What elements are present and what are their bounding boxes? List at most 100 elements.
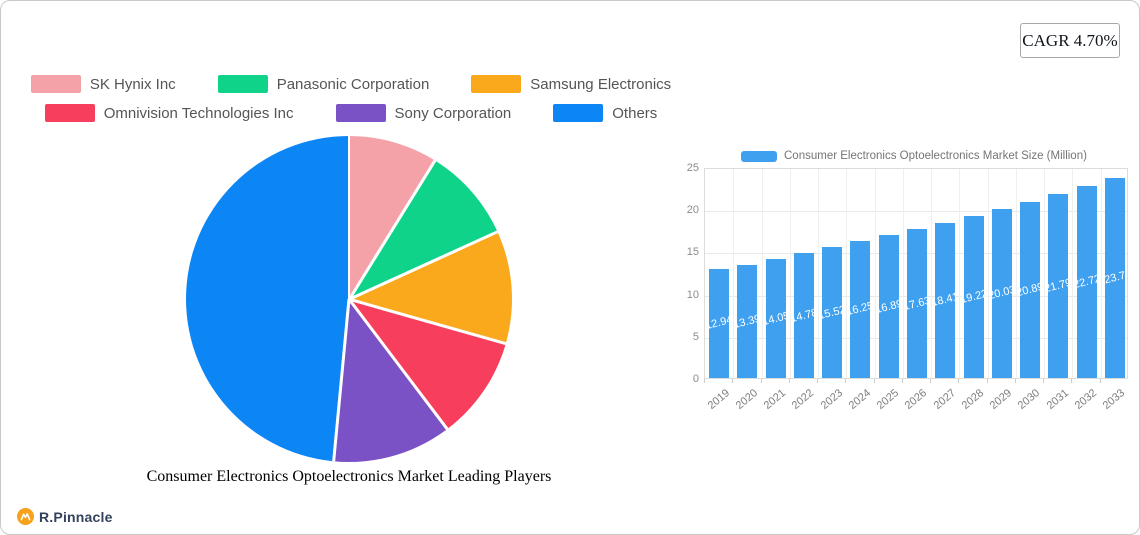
bar-2029[interactable]: 20.03: [987, 208, 1017, 378]
x-axis-tick-label: 2025: [874, 387, 902, 412]
pie-chart[interactable]: [186, 136, 512, 462]
bar-2022[interactable]: 14.78: [789, 253, 819, 378]
brand-logo: R.Pinnacle: [17, 508, 113, 525]
x-axis-tick-label: 2026: [903, 387, 930, 412]
bar-value-label: 18.41: [930, 291, 961, 310]
bar-value-label: 20.03: [986, 284, 1017, 303]
bar-2021[interactable]: 14.05: [761, 259, 790, 378]
bar-2028[interactable]: 19.22: [959, 215, 988, 378]
mountain-logo-icon: [17, 508, 34, 525]
bar-value-label: 12.94: [704, 314, 734, 333]
bar-2032[interactable]: 22.72: [1072, 186, 1101, 378]
gridline: [818, 169, 820, 378]
pie-slice-separator: [347, 136, 351, 299]
x-axis-tick-mark: [732, 379, 734, 383]
bar-value-label: 22.72: [1071, 272, 1102, 292]
bar-chart: Consumer Electronics Optoelectronics Mar…: [687, 146, 1139, 416]
x-axis-tick-mark: [760, 379, 762, 383]
y-axis-tick-label: 15: [686, 246, 699, 259]
x-axis-tick-mark: [1071, 379, 1073, 383]
pie-legend-item-others[interactable]: Others: [553, 104, 657, 122]
bar-2019[interactable]: 12.94: [704, 268, 734, 378]
legend-label: Others: [612, 104, 658, 122]
x-axis-tick-label: 2019: [705, 387, 732, 412]
gridline: [874, 169, 876, 378]
bar-2025[interactable]: 16.89: [874, 235, 904, 378]
pie-chart-title: Consumer Electronics Optoelectronics Mar…: [146, 468, 552, 485]
legend-label: Samsung Electronics: [530, 75, 672, 93]
bar-2026[interactable]: 17.63: [902, 229, 932, 378]
x-axis-tick-mark: [1043, 379, 1045, 383]
bar-series-label: Consumer Electronics Optoelectronics Mar…: [784, 150, 1087, 162]
legend-swatch: [44, 104, 95, 122]
gridline: [733, 169, 735, 378]
bar-series-swatch: [741, 150, 777, 162]
x-axis-tick-label: 2022: [790, 387, 817, 412]
pie-legend-row-2: Omnivision Technologies Inc Sony Corporat…: [11, 104, 691, 122]
gridline: [987, 169, 989, 378]
pie-legend-item-omnivision-technologies-inc[interactable]: Omnivision Technologies Inc: [44, 104, 294, 122]
bar-2020[interactable]: 13.39: [733, 265, 762, 378]
gridline: [1072, 169, 1074, 378]
pie-legend-item-sk-hynix-inc[interactable]: SK Hynix Inc: [30, 75, 176, 93]
gridline: [789, 169, 791, 378]
bar-value-label: 14.05: [760, 309, 791, 328]
x-axis-tick-mark: [845, 379, 847, 383]
bar-plot-area: 12.94 13.39 14.05 14.78 15.52 16.25 16.89 17.63…: [704, 168, 1128, 379]
x-axis-tick-mark: [704, 379, 705, 383]
pie-legend-row-1: SK Hynix Inc Panasonic Corporation Samsung…: [11, 75, 691, 93]
x-axis-tick-mark: [873, 379, 875, 383]
bar-2023[interactable]: 15.52: [817, 247, 847, 378]
pie-legend-item-panasonic-corporation[interactable]: Panasonic Corporation: [217, 75, 430, 93]
x-axis-tick-label: 2027: [931, 387, 958, 412]
x-axis-tick-label: 2029: [987, 387, 1015, 412]
gridline: [705, 211, 1127, 213]
legend-swatch: [553, 104, 604, 122]
pie-slice-separator: [332, 298, 351, 462]
bar-2024[interactable]: 16.25: [846, 240, 875, 378]
gridline: [1015, 169, 1017, 378]
x-axis-tick-label: 2028: [959, 387, 987, 412]
x-axis-tick-mark: [901, 379, 903, 383]
gridline: [846, 169, 848, 378]
x-axis-tick-mark: [986, 379, 988, 383]
legend-swatch: [335, 104, 386, 122]
x-axis-tick-label: 2023: [818, 387, 845, 412]
bar-value-label: 16.89: [873, 297, 904, 316]
gridline: [902, 169, 904, 378]
pie-slice-separator: [348, 297, 507, 345]
bar-2031[interactable]: 21.79: [1044, 194, 1073, 378]
gridline: [959, 169, 961, 378]
bar-2033[interactable]: 23.7: [1103, 177, 1127, 378]
legend-swatch: [471, 75, 522, 93]
bar-2030[interactable]: 20.89: [1015, 201, 1045, 378]
gridline: [931, 169, 933, 378]
gridline: [761, 169, 763, 378]
y-axis-tick-label: 0: [692, 373, 699, 385]
pie-legend-item-sony-corporation[interactable]: Sony Corporation: [335, 104, 512, 122]
legend-label: SK Hynix Inc: [89, 75, 176, 93]
bar-value-label: 14.78: [789, 306, 819, 325]
x-axis-tick-label: 2031: [1044, 387, 1071, 412]
bar-2027[interactable]: 18.41: [930, 222, 960, 378]
bar-chart-legend[interactable]: Consumer Electronics Optoelectronics Mar…: [741, 150, 1087, 162]
x-axis-tick-mark: [930, 379, 932, 383]
gridline: [1100, 169, 1102, 378]
x-axis-tick-label: 2032: [1072, 387, 1100, 412]
y-axis-tick-label: 25: [686, 162, 699, 174]
bar-value-label: 13.39: [732, 312, 763, 331]
x-axis-tick-mark: [1014, 379, 1016, 383]
cagr-badge-label: CAGR 4.70%: [1022, 30, 1118, 50]
bar-value-label: 17.63: [902, 294, 932, 313]
x-axis-tick-label: 2020: [733, 387, 760, 412]
pie-legend: SK Hynix Inc Panasonic Corporation Samsung…: [11, 75, 691, 133]
x-axis-tick-mark: [958, 379, 960, 383]
legend-label: Sony Corporation: [394, 104, 512, 122]
legend-label: Panasonic Corporation: [276, 75, 430, 93]
pie-legend-item-samsung-electronics[interactable]: Samsung Electronics: [471, 75, 671, 93]
brand-name: R.Pinnacle: [39, 508, 113, 525]
x-axis-tick-mark: [1099, 379, 1101, 383]
x-axis-tick-label: 2033: [1100, 387, 1128, 412]
y-axis-tick-label: 20: [686, 204, 699, 217]
bar-value-label: 16.25: [845, 300, 876, 319]
